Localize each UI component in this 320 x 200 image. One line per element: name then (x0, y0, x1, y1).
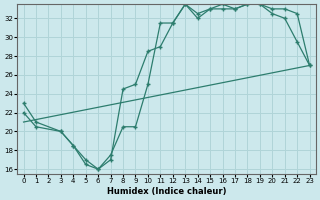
X-axis label: Humidex (Indice chaleur): Humidex (Indice chaleur) (107, 187, 226, 196)
